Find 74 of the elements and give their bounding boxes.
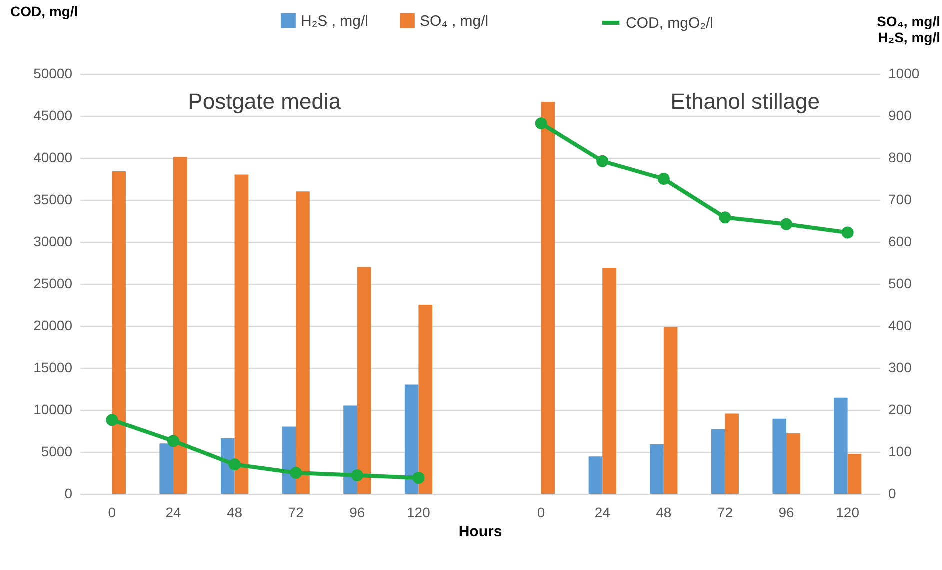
- y2-tick-label: 0: [888, 486, 896, 502]
- bar: [112, 171, 126, 494]
- point: [106, 414, 118, 426]
- x-tick-label: 120: [407, 504, 431, 520]
- y-tick-label: 20000: [34, 318, 73, 334]
- y2-tick-label: 900: [888, 108, 912, 124]
- y-tick-label: 15000: [34, 360, 73, 376]
- bar: [711, 429, 726, 494]
- point: [228, 458, 241, 471]
- point: [596, 155, 609, 168]
- y2-tick-label: 700: [888, 192, 912, 208]
- bar: [173, 157, 188, 494]
- legend-label: H₂S , mg/l: [301, 12, 368, 30]
- x-tick-label: 96: [778, 504, 795, 520]
- y2-tick-label: 100: [888, 444, 912, 460]
- y-tick-label: 45000: [34, 108, 73, 124]
- bar: [357, 267, 372, 494]
- bar: [234, 174, 249, 494]
- y-axis-title: COD, mg/l: [10, 4, 78, 20]
- y2-tick-label: 800: [888, 150, 912, 166]
- point: [535, 118, 548, 130]
- bar: [786, 434, 800, 494]
- point: [167, 435, 180, 448]
- y-tick-label: 5000: [41, 444, 73, 460]
- y-tick-label: 10000: [34, 402, 73, 418]
- point: [290, 467, 302, 479]
- y2-tick-label: 500: [888, 276, 912, 292]
- bar: [725, 414, 740, 494]
- x-tick-label: 72: [717, 504, 734, 520]
- point: [842, 226, 854, 239]
- bar: [848, 454, 862, 494]
- point: [658, 173, 670, 185]
- legend-label: COD, mgO₂/l: [626, 15, 714, 32]
- legend-label: SO₄ , mg/l: [420, 12, 489, 30]
- y2-axis-title: SO₄, mg/l H₂S, mg/l: [877, 14, 940, 46]
- x-tick-label: 72: [288, 504, 304, 520]
- y-tick-label: 25000: [34, 276, 73, 292]
- y-tick-label: 40000: [34, 150, 73, 166]
- x-tick-label: 0: [108, 504, 116, 520]
- x-tick-label: 24: [166, 504, 182, 520]
- bar: [664, 327, 678, 494]
- bar: [344, 406, 358, 494]
- y-tick-label: 0: [64, 486, 73, 502]
- bar: [588, 456, 603, 494]
- point: [412, 472, 425, 484]
- point: [780, 218, 793, 230]
- bar: [404, 384, 419, 494]
- y-tick-label: 35000: [34, 192, 73, 208]
- bar: [602, 268, 616, 494]
- x-tick-label: 96: [350, 504, 366, 520]
- bar: [772, 418, 787, 494]
- annotation: Postgate media: [188, 89, 342, 114]
- x-axis-title: Hours: [458, 524, 502, 540]
- point: [351, 470, 364, 482]
- bar: [834, 398, 848, 494]
- bar: [418, 305, 432, 494]
- x-tick-label: 48: [656, 504, 672, 520]
- y2-tick-label: 200: [888, 402, 912, 418]
- bar: [160, 444, 174, 494]
- point: [719, 212, 732, 224]
- x-tick-label: 48: [227, 504, 243, 520]
- y2-tick-label: 400: [888, 318, 912, 334]
- annotation: Ethanol stillage: [670, 89, 820, 114]
- y-tick-label: 30000: [34, 234, 73, 250]
- x-tick-label: 24: [594, 504, 611, 520]
- x-tick-label: 0: [537, 504, 546, 520]
- bar: [296, 192, 310, 494]
- y2-tick-label: 600: [888, 234, 912, 250]
- bar: [650, 444, 664, 494]
- y2-tick-label: 1000: [888, 66, 920, 82]
- y-tick-label: 50000: [34, 66, 73, 82]
- y2-tick-label: 300: [888, 360, 912, 376]
- x-tick-label: 120: [836, 504, 860, 520]
- bar: [541, 102, 556, 494]
